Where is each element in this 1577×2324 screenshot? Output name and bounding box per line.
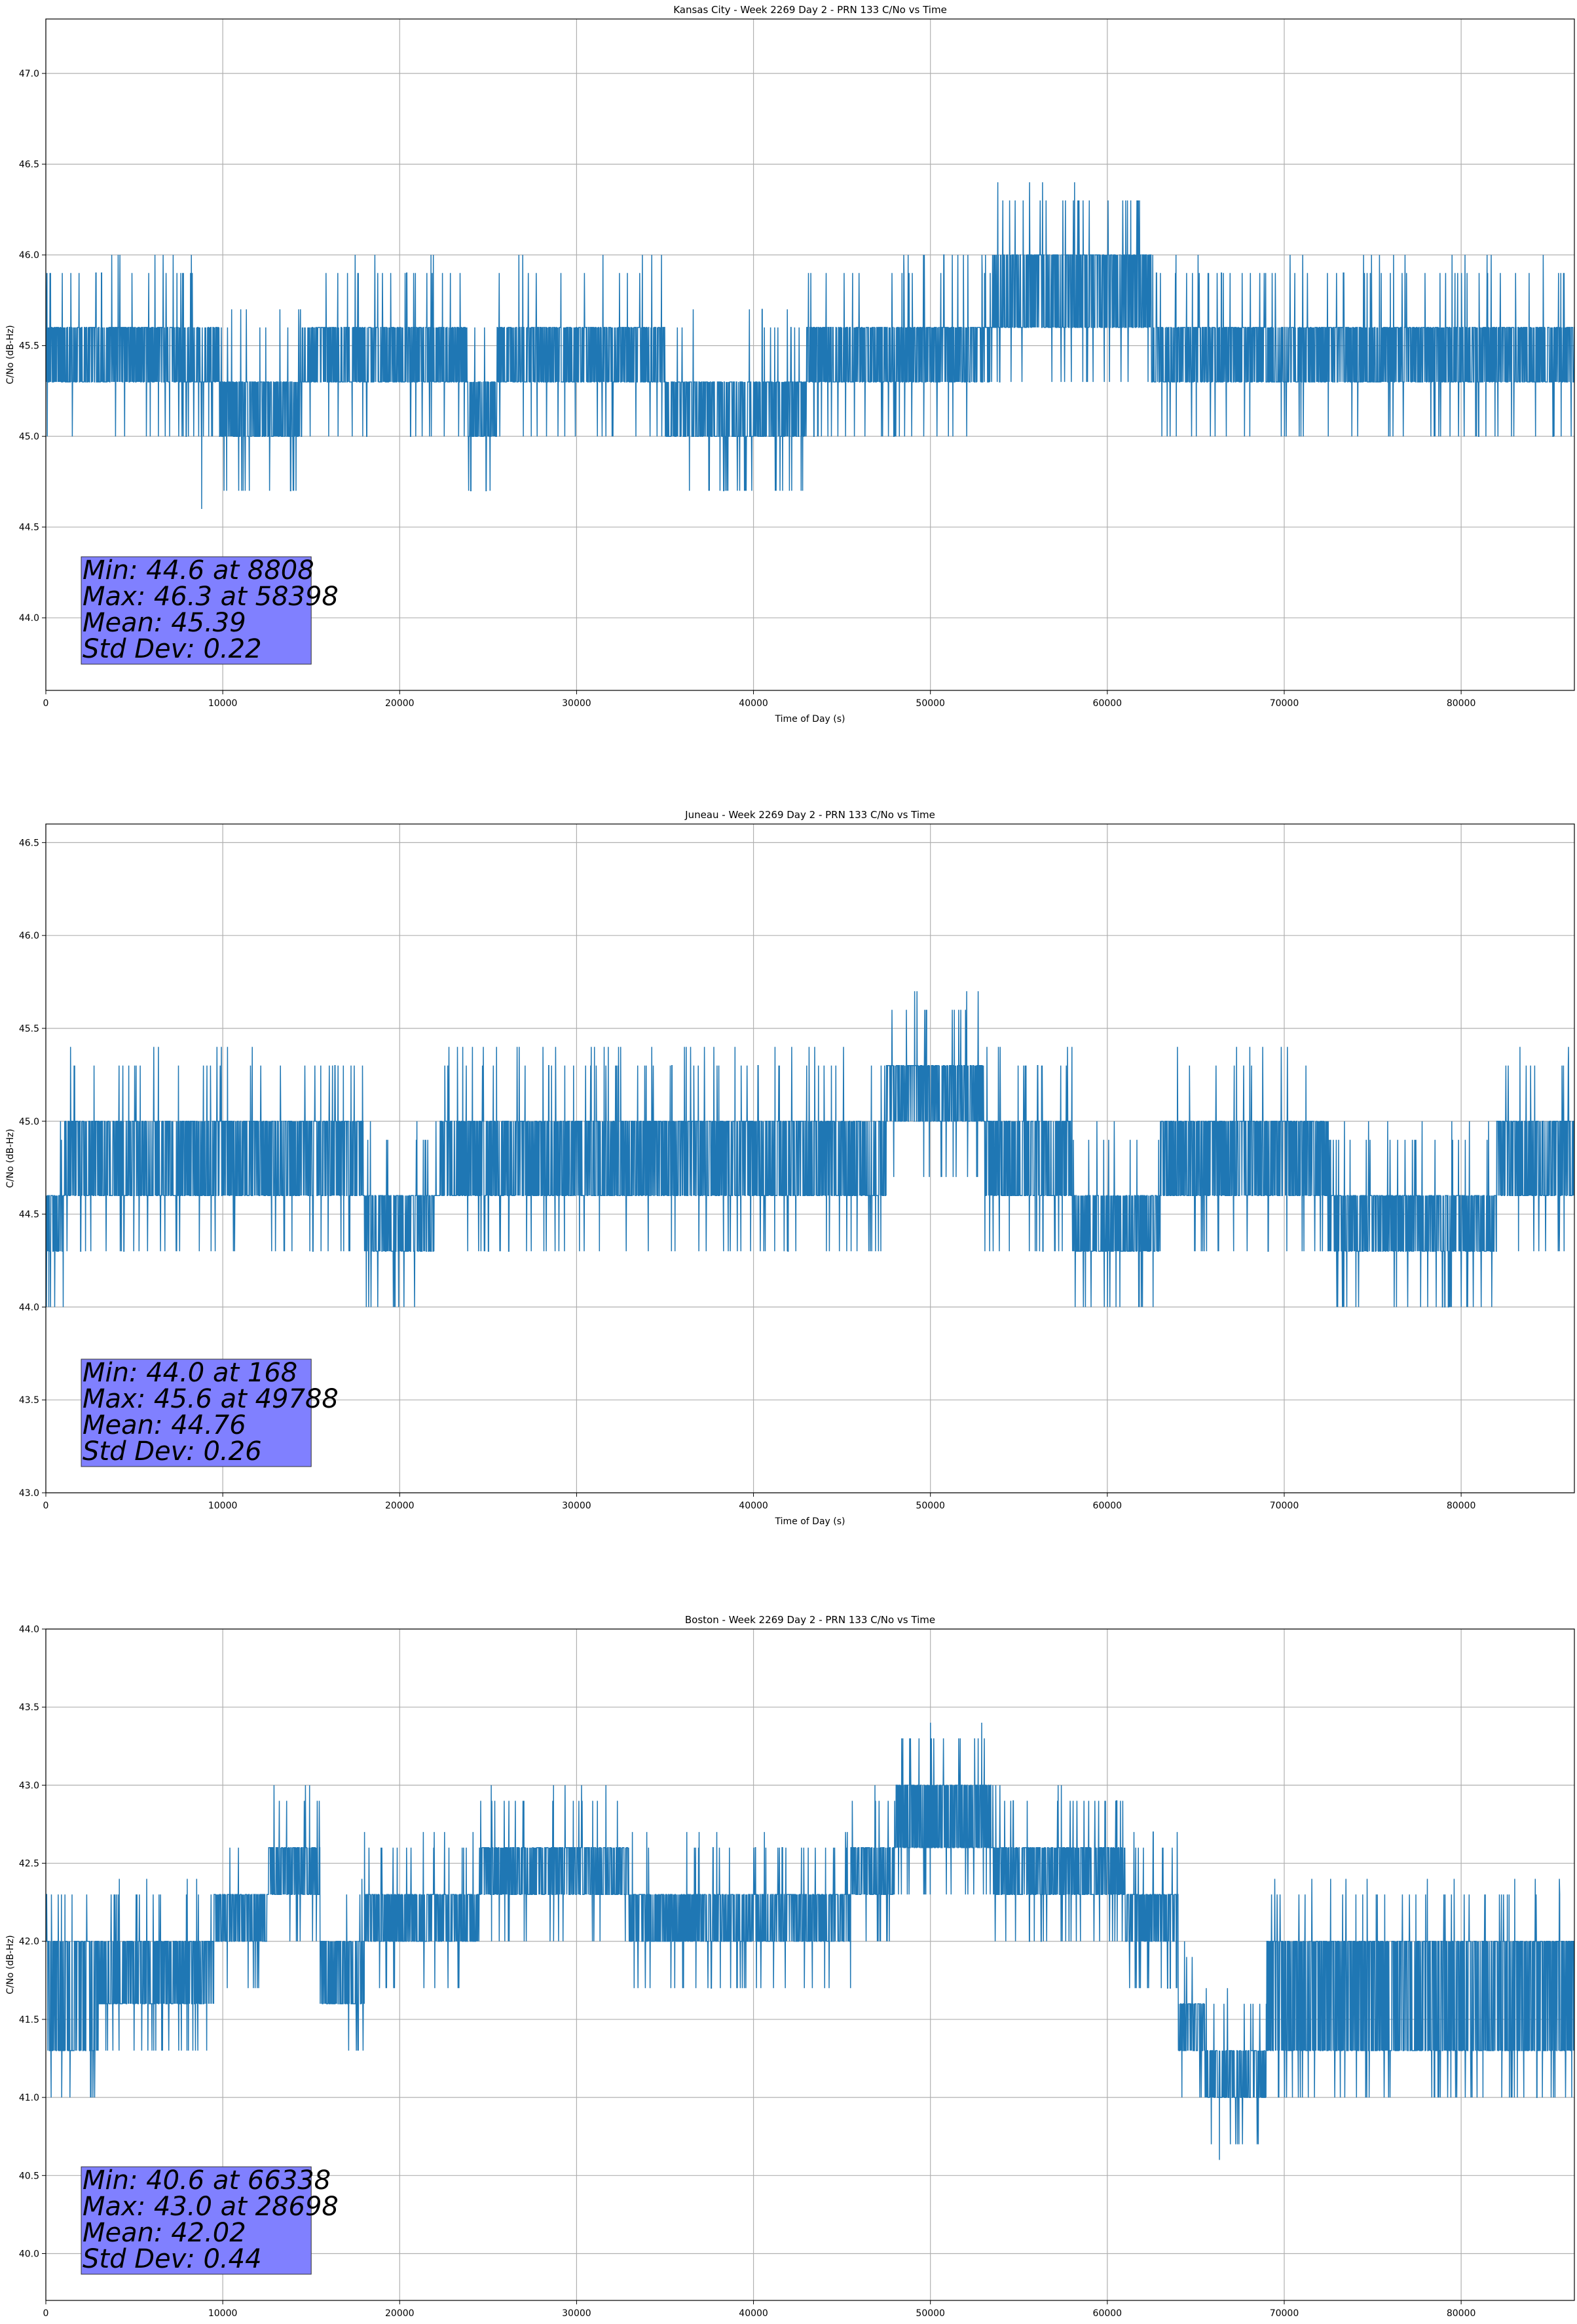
x-tick-label: 80000 [1447, 1501, 1476, 1511]
x-tick-label: 60000 [1093, 1501, 1122, 1511]
chart-3: 0 10000 20000 30000 40000 50000 60000 70000 8000… [5, 1614, 1575, 2319]
x-tick-label: 50000 [916, 1501, 945, 1511]
y-tick-label: 44.5 [19, 523, 39, 533]
y-tick-label: 44.5 [19, 1210, 39, 1220]
x-tick-label: 20000 [385, 1501, 415, 1511]
x-axis-label: Time of Day (s) [775, 714, 845, 724]
chart-title: Kansas City - Week 2269 Day 2 - PRN 133 … [673, 4, 947, 16]
y-tick-label: 45.5 [19, 341, 39, 352]
x-tick-label: 10000 [208, 1501, 238, 1511]
y-tick-label: 46.5 [19, 160, 39, 170]
x-tick-label: 30000 [562, 1501, 591, 1511]
stats-mean-text: Mean: 45.39 [83, 608, 246, 638]
y-tick-label: 44.0 [19, 1302, 39, 1313]
x-tick-label: 0 [43, 2308, 49, 2319]
y-tick-label: 45.0 [19, 432, 39, 442]
y-tick-label: 43.5 [19, 1702, 39, 1713]
y-tick-label: 41.0 [19, 2093, 39, 2103]
stats-std-text: Std Dev: 0.22 [83, 634, 262, 664]
stats-min-text: Min: 44.6 at 8808 [83, 555, 314, 586]
y-tick-label: 44.0 [19, 1624, 39, 1635]
stats-max-text: Max: 45.6 at 49788 [83, 1384, 339, 1414]
x-tick-label: 40000 [739, 2308, 768, 2319]
chart-2: 0 10000 20000 30000 40000 50000 60000 70000 8000… [5, 809, 1575, 1527]
x-tick-label: 20000 [385, 698, 415, 709]
y-tick-label: 46.0 [19, 250, 39, 261]
x-tick-label: 70000 [1270, 1501, 1299, 1511]
series-line [46, 991, 1574, 1308]
stats-mean-text: Mean: 42.02 [83, 2218, 246, 2248]
y-tick-label: 43.0 [19, 1780, 39, 1791]
stats-box-background [81, 556, 312, 665]
stats-box-background [81, 2166, 312, 2275]
y-tick-label: 43.0 [19, 1488, 39, 1499]
x-tick-label: 10000 [208, 698, 238, 709]
stats-max-text: Max: 43.0 at 28698 [83, 2192, 339, 2222]
y-tick-label: 41.5 [19, 2015, 39, 2025]
axes-frame [45, 823, 1575, 1493]
chart-1: 0 10000 20000 30000 40000 50000 60000 70000 8000… [5, 4, 1575, 724]
y-tick-label: 47.0 [19, 69, 39, 79]
y-axis-label: C/No (dB-Hz) [5, 1129, 16, 1188]
y-tick-label: 40.5 [19, 2171, 39, 2181]
gridlines [45, 824, 1574, 1493]
y-tick-label: 43.5 [19, 1395, 39, 1406]
stats-max-text: Max: 46.3 at 58398 [83, 582, 339, 612]
chart-title: Boston - Week 2269 Day 2 - PRN 133 C/No … [685, 1614, 935, 1626]
stats-box-background [81, 1359, 312, 1467]
x-tick-label: 30000 [562, 2308, 591, 2319]
x-tick-label: 70000 [1270, 2308, 1299, 2319]
stats-std-text: Std Dev: 0.44 [83, 2244, 262, 2274]
stats-std-text: Std Dev: 0.26 [83, 1436, 262, 1467]
x-tick-label: 40000 [739, 1501, 768, 1511]
x-tick-label: 50000 [916, 698, 945, 709]
y-tick-label: 45.5 [19, 1024, 39, 1034]
x-tick-label: 80000 [1447, 698, 1476, 709]
stats-min-text: Min: 40.6 at 66338 [83, 2165, 331, 2196]
x-tick-label: 20000 [385, 2308, 415, 2319]
y-tick-label: 42.0 [19, 1937, 39, 1947]
series-line [46, 182, 1574, 510]
x-tick-label: 10000 [208, 2308, 238, 2319]
x-tick-label: 40000 [739, 698, 768, 709]
x-tick-label: 60000 [1093, 698, 1122, 709]
y-tick-label: 46.5 [19, 838, 39, 848]
y-axis-label: C/No (dB-Hz) [5, 1935, 16, 1994]
series-line [46, 1722, 1574, 2160]
gridlines [45, 1628, 1574, 2300]
y-tick-label: 42.5 [19, 1859, 39, 1869]
x-tick-label: 0 [43, 1501, 49, 1511]
x-tick-label: 0 [43, 698, 49, 709]
y-tick-label: 46.0 [19, 931, 39, 941]
x-tick-label: 80000 [1447, 2308, 1476, 2319]
axes-frame [45, 1628, 1575, 2301]
y-axis-label: C/No (dB-Hz) [5, 325, 16, 384]
x-axis-label: Time of Day (s) [775, 1516, 845, 1527]
x-tick-label: 70000 [1270, 698, 1299, 709]
chart-title: Juneau - Week 2269 Day 2 - PRN 133 C/No … [684, 809, 935, 821]
stats-min-text: Min: 44.0 at 168 [83, 1358, 297, 1388]
y-tick-label: 44.0 [19, 613, 39, 624]
x-tick-label: 50000 [916, 2308, 945, 2319]
x-tick-label: 60000 [1093, 2308, 1122, 2319]
y-tick-label: 45.0 [19, 1117, 39, 1127]
stats-mean-text: Mean: 44.76 [83, 1410, 246, 1440]
y-tick-label: 40.0 [19, 2249, 39, 2259]
axes-frame [45, 18, 1575, 691]
x-tick-label: 30000 [562, 698, 591, 709]
